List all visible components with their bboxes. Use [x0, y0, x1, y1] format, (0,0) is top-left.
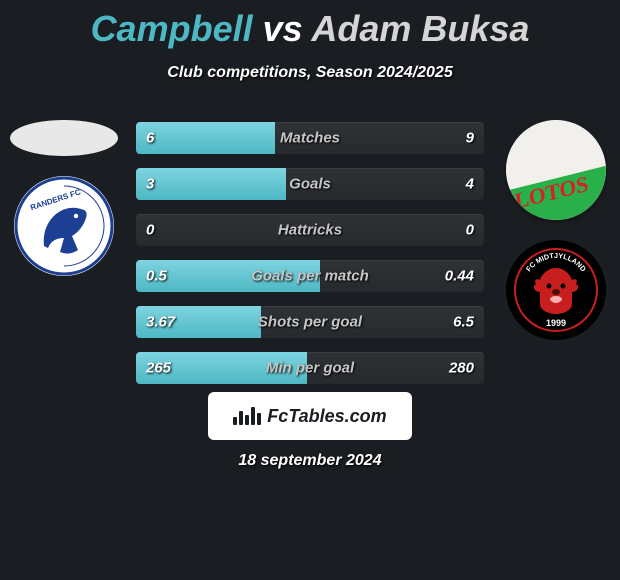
stat-bar: 3.67Shots per goal6.5: [136, 306, 484, 338]
stat-bar: 6Matches9: [136, 122, 484, 154]
stat-bar: 3Goals4: [136, 168, 484, 200]
midtjylland-logo-icon: FC MIDTJYLLAND 1999: [506, 240, 606, 340]
stat-label: Goals: [136, 176, 484, 193]
club-badge-randers: RANDERS FC: [14, 176, 114, 276]
club-badge-midtjylland: FC MIDTJYLLAND 1999: [506, 240, 606, 340]
player2-name: Adam Buksa: [311, 8, 529, 49]
lotos-logo-icon: LOTOS: [506, 120, 606, 220]
vs-label: vs: [263, 8, 303, 49]
club-badge-lotos: LOTOS: [506, 120, 606, 220]
stat-label: Shots per goal: [136, 314, 484, 331]
stat-bar: 0.5Goals per match0.44: [136, 260, 484, 292]
date-label: 18 september 2024: [0, 452, 620, 470]
stat-value-right: 0.44: [445, 268, 474, 285]
stat-label: Matches: [136, 130, 484, 147]
comparison-bars: 6Matches9 3Goals4 0Hattricks0 0.5Goals per …: [136, 122, 484, 384]
stat-value-right: 4: [466, 176, 474, 193]
site-name-rest: Tables.com: [288, 406, 386, 426]
player1-name: Campbell: [91, 8, 253, 49]
stat-value-right: 6.5: [453, 314, 474, 331]
site-attribution[interactable]: FcTables.com: [208, 392, 412, 440]
site-name-prefix: Fc: [267, 406, 288, 426]
player1-avatar-placeholder: [10, 120, 118, 156]
site-name: FcTables.com: [267, 406, 386, 427]
stat-label: Hattricks: [136, 222, 484, 239]
subtitle: Club competitions, Season 2024/2025: [0, 64, 620, 82]
stat-value-right: 280: [449, 360, 474, 377]
stat-bar: 0Hattricks0: [136, 214, 484, 246]
stat-bar: 265Min per goal280: [136, 352, 484, 384]
comparison-title: Campbell vs Adam Buksa: [0, 8, 620, 50]
stat-value-right: 0: [466, 222, 474, 239]
svg-text:1999: 1999: [546, 318, 566, 328]
stat-label: Min per goal: [136, 360, 484, 377]
left-badges: RANDERS FC: [4, 120, 124, 276]
stat-label: Goals per match: [136, 268, 484, 285]
randers-logo-icon: RANDERS FC: [14, 176, 114, 276]
right-badges: LOTOS FC MIDTJYLLAND 1999: [496, 120, 616, 340]
stat-value-right: 9: [466, 130, 474, 147]
site-logo-icon: [233, 407, 261, 425]
